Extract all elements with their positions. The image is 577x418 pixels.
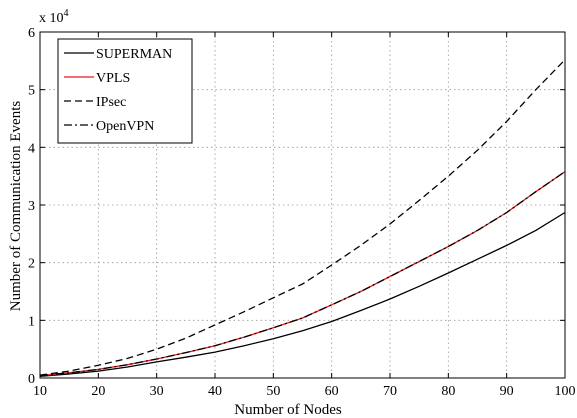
series-layer: [39, 59, 566, 377]
series-line-superman: [39, 211, 566, 377]
y-tick-labels: 0 1 2 3 4 5 6: [28, 26, 35, 387]
y-tick-label: 3: [28, 199, 35, 214]
legend-box: [57, 38, 193, 144]
x-tick-label: 90: [500, 384, 514, 399]
y-tick-label: 2: [28, 257, 35, 272]
x-tick-label: 70: [383, 384, 397, 399]
y-exponent-base: x 10: [39, 11, 64, 26]
y-axis-exponent: x 104: [39, 8, 69, 26]
legend-label-openvpn: OpenVPN: [96, 119, 154, 134]
x-tick-label: 50: [266, 384, 280, 399]
series-line-openvpn: [39, 171, 566, 377]
y-tick-label: 5: [28, 84, 35, 99]
x-tick-labels: 10 20 30 40 50 60 70 80 90 100: [33, 384, 576, 399]
x-tick-label: 40: [208, 384, 222, 399]
legend: SUPERMAN VPLS IPsec OpenVPN: [57, 38, 193, 144]
x-tick-label: 10: [33, 384, 47, 399]
x-tick-label: 80: [441, 384, 455, 399]
series-line-ipsec: [39, 59, 566, 376]
legend-label-ipsec: IPsec: [96, 95, 126, 110]
x-tick-label: 100: [555, 384, 576, 399]
y-exponent-power: 4: [64, 8, 69, 19]
x-axis-title: Number of Nodes: [234, 402, 342, 418]
y-axis-title: Number of Communication Events: [8, 101, 24, 312]
legend-label-vpls: VPLS: [96, 71, 130, 86]
x-tick-label: 60: [325, 384, 339, 399]
tick-layer: [39, 31, 566, 379]
y-tick-label: 6: [28, 26, 35, 41]
y-tick-label: 0: [28, 372, 35, 387]
grid-layer: [40, 32, 565, 378]
x-tick-label: 30: [150, 384, 164, 399]
legend-label-superman: SUPERMAN: [96, 47, 172, 62]
y-tick-label: 1: [28, 314, 35, 329]
y-tick-label: 4: [28, 141, 35, 156]
x-tick-label: 20: [91, 384, 105, 399]
series-line-vpls: [39, 171, 566, 377]
